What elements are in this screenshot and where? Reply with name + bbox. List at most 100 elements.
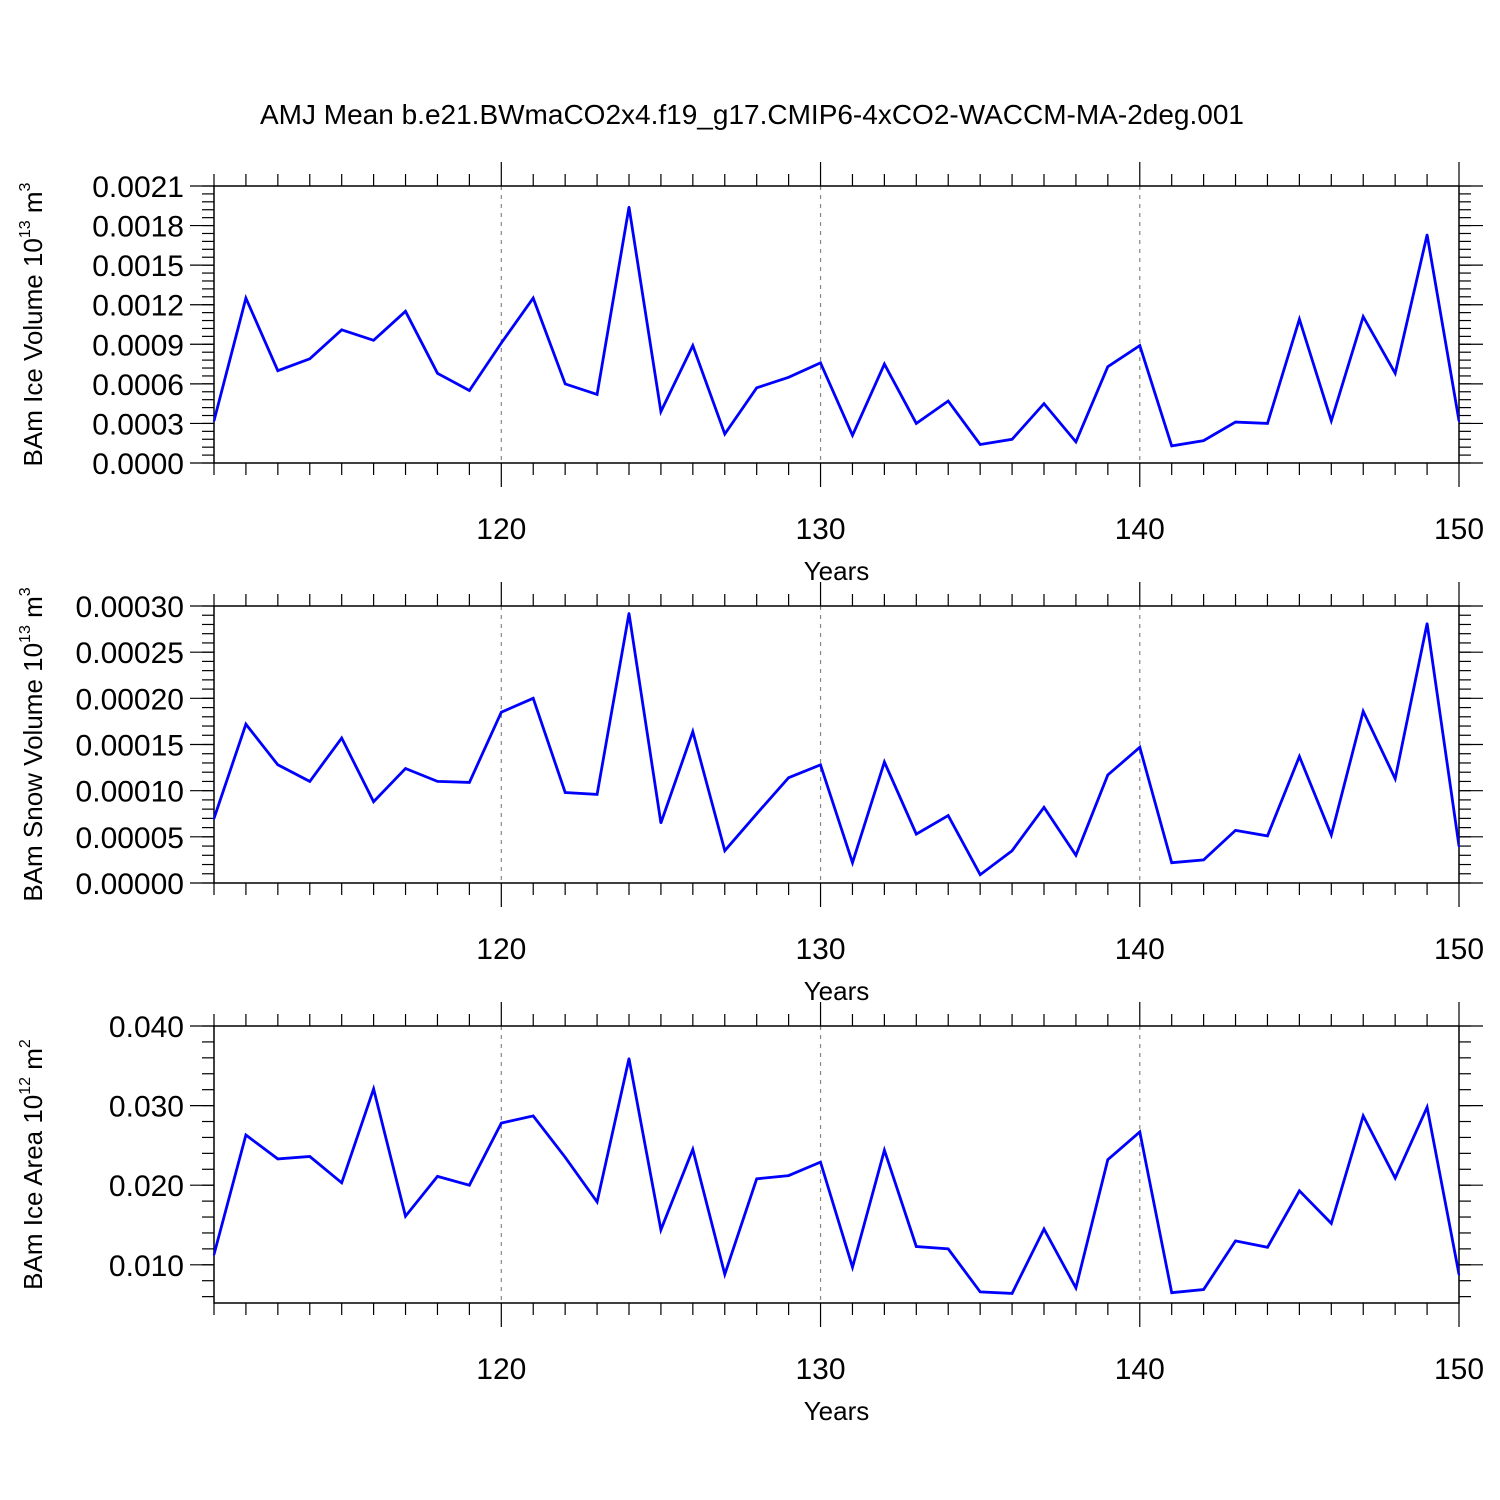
chart-panel-3: 0.010 0.020 0.030 0.040 120 130 140 150 Years BAm… <box>17 1002 1484 1426</box>
data-point <box>404 310 407 313</box>
data-point <box>404 767 407 770</box>
x-tick-label: 120 <box>476 513 526 546</box>
data-point <box>276 1157 280 1161</box>
y-tick-label: 0.0018 <box>92 211 184 244</box>
data-point <box>1234 420 1237 424</box>
data-point <box>1425 622 1429 625</box>
data-point <box>468 1183 471 1187</box>
data-point <box>691 344 695 347</box>
y-tick-label: 0.00000 <box>76 868 184 901</box>
data-point <box>340 328 343 331</box>
data-point <box>947 1247 950 1251</box>
data-point <box>244 722 248 726</box>
data-point <box>372 1087 375 1091</box>
data-point <box>1106 773 1110 777</box>
y-tick-label: 0.00020 <box>76 683 184 716</box>
y-tick-label: 0.00030 <box>76 591 184 624</box>
chart-panel-2: 0.00000 0.00005 0.00010 0.00015 0.00020 0.000… <box>17 582 1484 1006</box>
x-axis-label: Years <box>804 556 870 586</box>
data-point <box>1298 318 1301 321</box>
x-tick-label: 150 <box>1434 1353 1484 1386</box>
x-tick-label: 150 <box>1434 933 1484 966</box>
data-point <box>212 419 216 422</box>
x-tick-label: 140 <box>1115 1353 1165 1386</box>
data-point <box>755 1177 758 1181</box>
data-point <box>308 1155 311 1158</box>
y-axis-label: BAm Snow Volume 1013 m3 <box>17 587 48 901</box>
data-point <box>1138 1130 1141 1134</box>
data-point <box>595 393 599 396</box>
data-point <box>1266 1246 1269 1249</box>
x-tick-label: 140 <box>1115 513 1165 546</box>
y-tick-label: 0.030 <box>109 1091 184 1124</box>
data-point <box>787 1174 790 1177</box>
data-point <box>1393 777 1397 780</box>
data-point <box>595 1200 599 1204</box>
y-tick-label: 0.0021 <box>92 171 184 204</box>
data-point <box>212 1253 216 1256</box>
data-point <box>659 1228 663 1231</box>
data-point <box>1042 806 1046 809</box>
data-point <box>627 612 631 615</box>
x-tick-label: 130 <box>796 513 846 546</box>
y-tick-label: 0.0006 <box>92 369 184 402</box>
data-point <box>244 296 248 300</box>
data-point <box>819 763 822 767</box>
data-point <box>851 434 854 437</box>
data-point <box>308 357 311 360</box>
data-point <box>659 410 663 413</box>
data-point <box>627 205 631 209</box>
chart-panel-1: 0.0000 0.0003 0.0006 0.0009 0.0012 0.0015 0.00… <box>17 162 1484 586</box>
data-point <box>244 1133 248 1137</box>
data-point <box>1074 854 1078 857</box>
data-point <box>1202 858 1205 862</box>
data-point <box>915 1245 918 1248</box>
y-tick-label: 0.00010 <box>76 776 184 809</box>
data-point <box>532 697 535 700</box>
y-tick-label: 0.00005 <box>76 822 184 855</box>
data-point <box>851 1265 854 1269</box>
data-point <box>819 361 822 364</box>
y-tick-label: 0.00015 <box>76 730 184 763</box>
data-point <box>1138 344 1141 347</box>
data-point <box>372 339 375 342</box>
data-point <box>1362 315 1365 318</box>
data-point <box>1393 372 1397 375</box>
data-point <box>1425 233 1429 237</box>
data-point <box>563 791 567 794</box>
y-tick-label: 0.0000 <box>92 448 184 481</box>
data-point <box>1170 1291 1173 1294</box>
data-point <box>1170 444 1173 448</box>
y-tick-label: 0.0003 <box>92 408 184 441</box>
x-tick-label: 120 <box>476 933 526 966</box>
data-point <box>755 812 758 815</box>
data-point <box>915 832 918 836</box>
x-tick-label: 130 <box>796 933 846 966</box>
data-series-line <box>214 206 1459 448</box>
y-tick-label: 0.040 <box>109 1011 184 1044</box>
data-point <box>1170 861 1173 864</box>
data-point <box>787 376 790 379</box>
data-point <box>340 736 343 740</box>
data-point <box>1266 834 1269 838</box>
data-point <box>723 849 726 852</box>
data-point <box>563 1156 567 1159</box>
y-tick-label: 0.010 <box>109 1250 184 1283</box>
data-point <box>978 443 982 446</box>
x-tick-label: 150 <box>1434 513 1484 546</box>
data-point <box>404 1215 407 1218</box>
data-point <box>1425 1105 1429 1109</box>
data-point <box>1330 419 1333 422</box>
data-point <box>819 1160 822 1164</box>
y-tick-label: 0.0009 <box>92 329 184 362</box>
data-point <box>500 710 503 714</box>
data-point <box>308 780 311 783</box>
x-tick-label: 130 <box>796 1353 846 1386</box>
data-point <box>1330 1222 1333 1225</box>
x-axis-label: Years <box>804 1396 870 1426</box>
data-point <box>276 763 280 767</box>
data-point <box>1202 1288 1205 1291</box>
data-point <box>1074 1286 1078 1290</box>
data-point <box>723 1273 726 1276</box>
data-point <box>468 389 471 392</box>
